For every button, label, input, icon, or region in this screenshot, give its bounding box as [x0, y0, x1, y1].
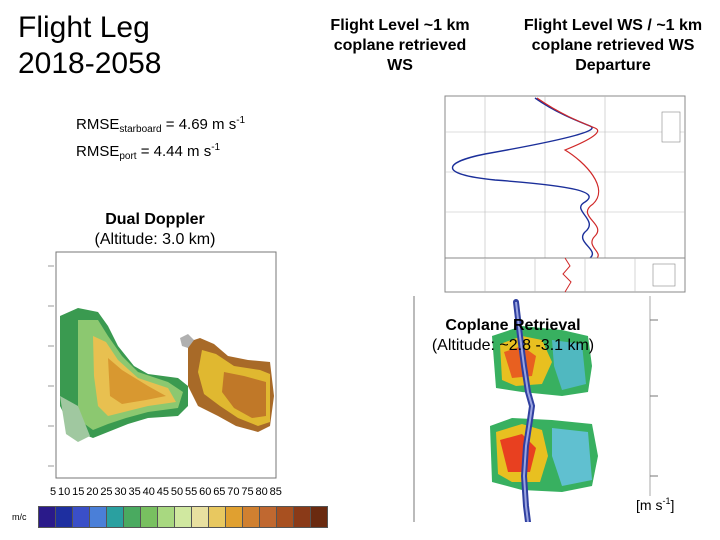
coplane-retrieval-label: Coplane Retrieval (Altitude: ~2.8 -3.1 k…: [418, 316, 608, 356]
colorbar-swatch: [191, 506, 209, 528]
dual-doppler-name: Dual Doppler: [105, 211, 205, 228]
colorbar-tick: 35: [128, 486, 141, 498]
colorbar-swatch: [242, 506, 260, 528]
colorbar-swatch: [106, 506, 124, 528]
dual-doppler-altitude: (Altitude: 3.0 km): [94, 231, 216, 248]
coplane-retrieval-altitude: (Altitude: ~2.8 -3.1 km): [431, 337, 595, 354]
title-line-2: 2018-2058: [18, 47, 162, 80]
colorbar-swatch: [276, 506, 294, 528]
colorbar-tick: 40: [142, 486, 155, 498]
colorbar-tick: 25: [100, 486, 113, 498]
wind-speed-timeseries-plot: [444, 95, 686, 259]
colorbar-swatch: [89, 506, 107, 528]
colorbar-tick: 85: [269, 486, 282, 498]
colorbar-swatch: [259, 506, 277, 528]
dual-doppler-label: Dual Doppler (Altitude: 3.0 km): [70, 210, 240, 250]
coplane-retrieval-name: Coplane Retrieval: [445, 317, 581, 334]
colorbar-tick: 80: [255, 486, 268, 498]
colorbar-swatch: [140, 506, 158, 528]
colorbar-tick: 10: [57, 486, 71, 498]
colorbar-unit: m/c: [12, 512, 27, 522]
colorbar-swatch: [208, 506, 226, 528]
colorbar-ticks: 5 10 15 20 25 30 35 40 45 50 55 60 65 70…: [50, 486, 282, 498]
colorbar-tick: 70: [227, 486, 240, 498]
rmse-starboard: RMSEstarboard = 4.69 m s-1: [76, 115, 246, 135]
colorbar-tick: 60: [199, 486, 212, 498]
coplane-retrieval-map: [413, 296, 658, 522]
colorbar-swatch: [38, 506, 56, 528]
departure-header: Flight Level WS / ~1 km coplane retrieve…: [523, 17, 703, 74]
colorbar-tick: 55: [184, 486, 198, 498]
colorbar-tick: 5: [50, 486, 57, 498]
rmse-block: RMSEstarboard = 4.69 m s-1 RMSEport = 4.…: [76, 112, 245, 166]
departure-plot: [444, 257, 686, 293]
wind-speed-units: [m s-1]: [636, 496, 675, 513]
colorbar-tick: 20: [86, 486, 99, 498]
colorbar-swatch: [72, 506, 90, 528]
colorbar-tick: 50: [170, 486, 184, 498]
colorbar-swatch: [55, 506, 73, 528]
colorbar-tick: 75: [241, 486, 254, 498]
colorbar-swatch: [293, 506, 311, 528]
colorbar: [38, 506, 328, 528]
colorbar-swatch: [174, 506, 192, 528]
rmse-port: RMSEport = 4.44 m s-1: [76, 142, 221, 162]
colorbar-swatch: [225, 506, 243, 528]
colorbar-tick: 15: [72, 486, 85, 498]
dual-doppler-map: [48, 251, 277, 479]
colorbar-swatch: [157, 506, 175, 528]
colorbar-tick: 30: [114, 486, 127, 498]
colorbar-swatch: [123, 506, 141, 528]
title-line-1: Flight Leg: [18, 11, 150, 44]
flight-leg-title: Flight Leg 2018-2058: [18, 10, 161, 82]
colorbar-tick: 65: [213, 486, 226, 498]
flight-level-header: Flight Level ~1 km coplane retrieved WS: [330, 17, 470, 74]
colorbar-tick: 45: [156, 486, 169, 498]
colorbar-swatch: [310, 506, 328, 528]
